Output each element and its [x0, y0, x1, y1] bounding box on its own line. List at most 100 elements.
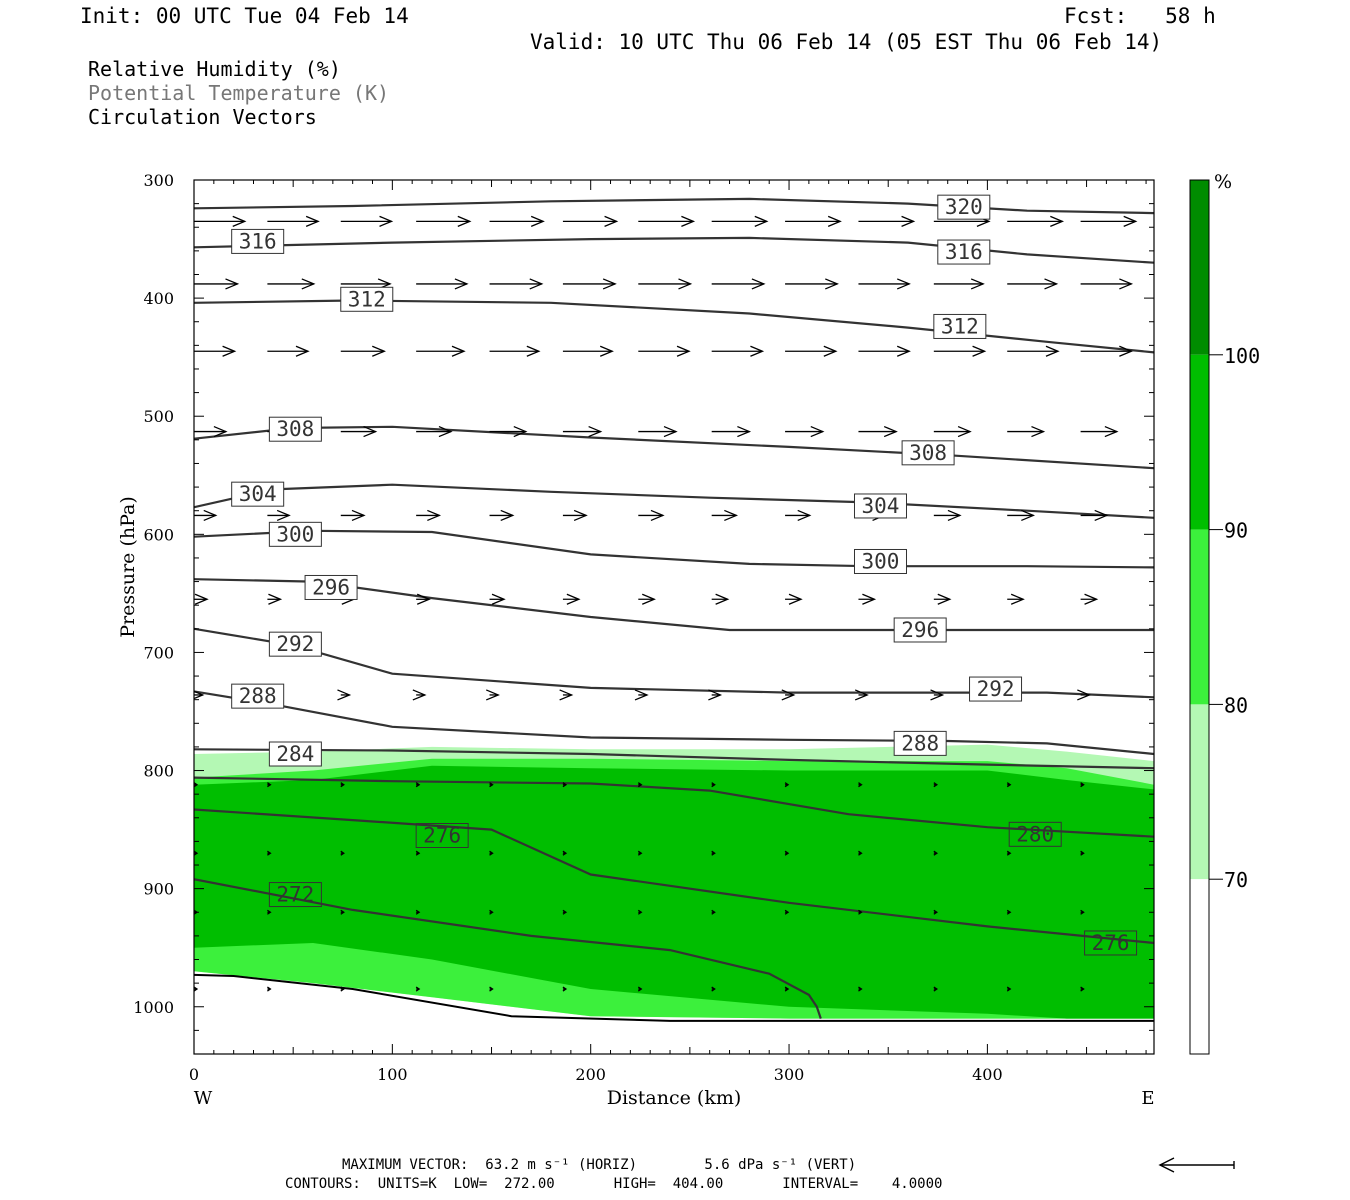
- wind-vector: [340, 909, 345, 915]
- theta-label-284: 284: [268, 741, 322, 767]
- theta-label-280: 280: [1008, 821, 1062, 847]
- wind-vector: [858, 986, 863, 992]
- wind-vector: [489, 509, 515, 522]
- x-tick-label: 0: [189, 1065, 199, 1084]
- wind-vector: [340, 425, 378, 438]
- colorbar-segment: [1190, 879, 1209, 1054]
- contour-labels: 320 316 312 308 304 300 296 292 288 284 280 276 272 3…: [231, 194, 1138, 956]
- wind-vector: [1080, 782, 1085, 788]
- wind-vector: [784, 909, 790, 915]
- wind-vector: [416, 278, 469, 290]
- theta-contours: [194, 197, 1154, 1019]
- wind-vector: [638, 278, 693, 290]
- colorbar-label: 90: [1224, 519, 1248, 543]
- colorbar-frame: [1189, 179, 1210, 1055]
- y-tick-label: 700: [143, 643, 174, 662]
- wind-vector: [637, 782, 643, 788]
- theta-label-276: 276: [1084, 930, 1138, 956]
- wind-vector: [267, 509, 291, 522]
- y-tick-label: 600: [143, 525, 174, 544]
- svg-text:316: 316: [239, 229, 277, 253]
- wind-vector: [858, 425, 898, 438]
- wind-vector: [933, 593, 952, 605]
- theta-label-312: 312: [340, 286, 394, 312]
- circulation-vectors: [194, 215, 1138, 992]
- wind-vector: [711, 850, 716, 856]
- theta-contour-276: [194, 808, 1154, 945]
- svg-text:312: 312: [348, 287, 386, 311]
- svg-text:312: 312: [941, 314, 979, 338]
- svg-text:272: 272: [276, 883, 314, 907]
- colorbar-label: 100: [1224, 344, 1260, 368]
- wind-vector: [415, 782, 421, 788]
- wind-vector: [412, 689, 427, 701]
- theta-label-296: 296: [893, 617, 947, 643]
- wind-vector: [933, 425, 972, 438]
- wind-vector: [785, 278, 839, 290]
- wind-vector: [930, 689, 945, 701]
- wind-vector: [562, 425, 603, 438]
- wind-vector: [1080, 850, 1085, 856]
- wind-vector: [785, 215, 842, 227]
- wind-vector: [1080, 509, 1109, 522]
- wind-vector: [1006, 782, 1012, 788]
- wind-vector: [933, 278, 985, 290]
- wind-vector: [194, 425, 228, 438]
- wind-vector: [637, 909, 643, 915]
- wind-vector: [267, 782, 272, 788]
- theta-label-320: 320: [937, 194, 991, 220]
- svg-text:304: 304: [862, 494, 900, 518]
- wind-vector: [858, 278, 911, 290]
- y-tick-label: 1000: [133, 998, 174, 1017]
- wind-vector: [638, 215, 696, 227]
- wind-vector: [340, 986, 345, 992]
- wind-vector: [1007, 215, 1065, 227]
- svg-text:308: 308: [909, 441, 947, 465]
- wind-vector: [489, 278, 544, 290]
- max-vector-info: MAXIMUM VECTOR: 63.2 m s⁻¹ (HORIZ) 5.6 d…: [342, 1157, 857, 1173]
- rh-region-90-100: [194, 765, 1154, 1019]
- wind-vector: [489, 850, 494, 856]
- theta-label-304: 304: [231, 481, 285, 507]
- legend-relative-humidity: Relative Humidity (%): [88, 57, 341, 81]
- svg-text:320: 320: [945, 195, 983, 219]
- wind-vector: [858, 593, 877, 605]
- surface-pressure: [193, 973, 1154, 1022]
- svg-text:296: 296: [312, 575, 350, 599]
- wind-vector: [858, 909, 863, 915]
- theta-contour-280: [194, 776, 1154, 838]
- theta-contour-284: [194, 748, 1154, 770]
- wind-vector: [1080, 278, 1134, 290]
- colorbar-label: 70: [1224, 868, 1248, 892]
- reference-vector: [1158, 1157, 1235, 1173]
- wind-vector: [854, 689, 869, 701]
- wind-vector: [1007, 509, 1036, 522]
- svg-text:276: 276: [1092, 931, 1130, 955]
- wind-vector: [1006, 986, 1012, 992]
- theta-label-288: 288: [893, 730, 947, 756]
- wind-vector: [858, 850, 863, 856]
- wind-vector: [415, 986, 421, 992]
- wind-vector: [711, 345, 765, 357]
- theta-contour-304: [194, 483, 1154, 519]
- theta-label-316: 316: [937, 239, 991, 265]
- wind-vector: [933, 850, 939, 856]
- theta-label-292: 292: [969, 676, 1023, 702]
- wind-vector: [489, 593, 506, 605]
- legend-circulation-vectors: Circulation Vectors: [88, 105, 317, 129]
- wind-vector: [562, 278, 617, 290]
- wind-vector: [267, 909, 272, 915]
- colorbar-segment: [1190, 180, 1209, 355]
- wind-vector: [485, 689, 500, 701]
- wind-vector: [933, 345, 987, 357]
- wind-vector: [267, 278, 316, 290]
- theta-label-308: 308: [901, 440, 955, 466]
- wind-vector: [562, 593, 581, 605]
- theta-contour-320: [194, 197, 1154, 215]
- init-time: Init: 00 UTC Tue 04 Feb 14: [80, 4, 409, 28]
- wind-vector: [562, 986, 568, 992]
- wind-vector: [562, 345, 614, 357]
- wind-vector: [415, 850, 421, 856]
- wind-vector: [562, 215, 619, 227]
- colorbar-segment: [1190, 529, 1209, 705]
